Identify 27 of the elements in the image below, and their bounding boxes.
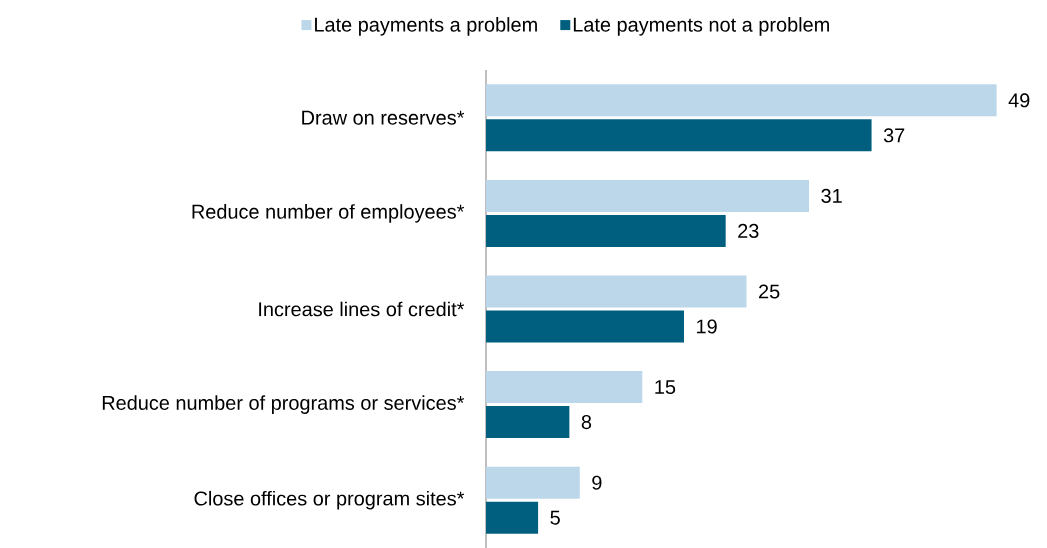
data-label: 15 <box>655 380 676 395</box>
bar <box>486 84 997 117</box>
bar <box>486 275 747 308</box>
bar <box>486 119 872 152</box>
bar <box>486 406 570 439</box>
y-tick-label: Reduce number of employees* <box>192 204 465 223</box>
y-tick-label: Increase lines of credit* <box>259 301 465 317</box>
y-tick-label: Draw on reserves* <box>302 110 465 125</box>
bar <box>486 179 810 212</box>
bar <box>486 371 643 404</box>
bar <box>486 310 684 343</box>
legend-label: Late payments not a problem <box>573 17 829 36</box>
data-label: 37 <box>883 128 905 143</box>
data-label: 9 <box>592 475 602 490</box>
data-label: 8 <box>581 415 592 430</box>
legend-label: Late payments a problem <box>315 17 537 36</box>
bar <box>486 466 580 499</box>
y-tick-label: Close offices or program sites* <box>194 490 465 510</box>
data-label: 31 <box>821 188 842 203</box>
bar <box>486 214 726 247</box>
data-label: 23 <box>738 223 759 238</box>
data-label: 19 <box>697 319 717 334</box>
bar <box>486 501 539 534</box>
data-label: 5 <box>550 510 560 525</box>
data-label: 49 <box>1008 93 1030 108</box>
data-label: 25 <box>759 284 780 299</box>
y-tick-label: Reduce number of programs or services* <box>102 395 465 414</box>
